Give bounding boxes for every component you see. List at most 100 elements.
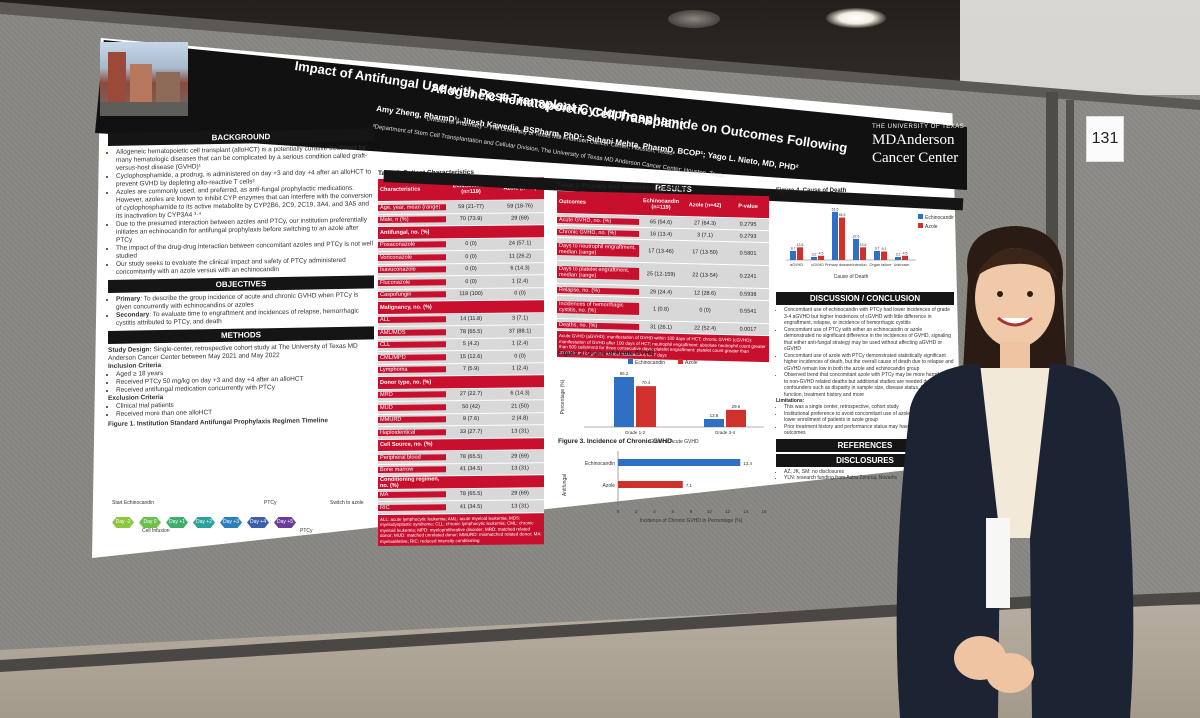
logo-md-anderson: MDAnderson: [872, 132, 955, 148]
table1-cell: 5 (4.2): [462, 341, 480, 348]
table1-cell: RIC: [378, 504, 446, 511]
fig4-bar: [881, 251, 887, 260]
fig4-bar: [839, 217, 845, 260]
fig3-bar: [618, 481, 683, 488]
table1-cell: Caspofungin: [378, 291, 446, 299]
fig4-bar: [818, 255, 824, 260]
table1-cell: 33 (27.7): [459, 428, 483, 435]
table1-cell: CLL: [378, 341, 446, 349]
table1-cell: 15 (12.6): [459, 353, 483, 360]
table1-cell: [446, 482, 496, 483]
table1-cell: 29 (69): [511, 453, 529, 460]
table2-cell: 0.5541: [739, 308, 757, 315]
discussion-section: DISCUSSION / CONCLUSION Concomitant use …: [776, 290, 954, 530]
discussion-list: Concomitant use of echinocandin with PTC…: [776, 307, 954, 398]
fig3-tick-label: 0: [617, 509, 620, 514]
fig3-tick-label: 16: [761, 509, 767, 514]
table1-cell: 13 (31): [511, 465, 529, 472]
limitations-heading: Limitations:: [776, 398, 805, 404]
timeline-ptcy-label-bottom: PTCy: [300, 528, 313, 534]
logo-cancer-center: Cancer Center: [872, 150, 959, 166]
table1-cell: 0 (0): [514, 290, 526, 297]
table1-cell: 27 (22.7): [459, 391, 483, 398]
fig4-data-label: 13.6: [797, 243, 804, 247]
study-design-label: Study Design:: [108, 346, 152, 354]
fig2-bar: [614, 377, 634, 427]
fig2-tick-label: Grade 3-4: [715, 430, 736, 435]
figure3: Figure 3. Incidence of Chronic GVHD Anti…: [558, 438, 772, 530]
fig2-legend-label: Echinocandin: [635, 360, 665, 366]
objective-secondary-label: Secondary: [116, 311, 150, 319]
table1-cell: Conditioning regimen, no. (%): [380, 476, 440, 489]
objective-primary-label: Primary: [116, 295, 141, 303]
fig4-data-label: 9.7: [791, 246, 796, 250]
table1-header-cell: Characteristics: [380, 186, 421, 193]
fig3-tick-label: 10: [707, 509, 713, 514]
timeline-day-1: Day 0: [139, 517, 161, 528]
table1-cell: MRD: [378, 391, 446, 399]
timeline-days: Day -1 Day 0 Day +1 Day +2 Day +3 Day +4 Day +…: [112, 510, 372, 528]
fig3-tick-label: 8: [690, 509, 693, 514]
building-icon: [100, 52, 188, 116]
table1-cell: 13 (31): [511, 503, 529, 510]
figure4: Figure 4. Cause of Death Echinocandin Azo…: [776, 188, 955, 288]
timeline-bottom-labels: Cell Infusion PTCy: [112, 528, 372, 538]
fig4-data-label: 45.5: [839, 213, 846, 217]
table1-cell: 78 (65.5): [459, 491, 483, 498]
building-photo: [100, 42, 188, 116]
table1-cell: [496, 306, 544, 307]
limitation-item: Prior treatment history and performance …: [784, 424, 954, 437]
figure2-chart: Percentage (%) Grade of Acute GVHD Echinoc…: [560, 359, 764, 445]
table1-cell: Bone marrow: [378, 466, 446, 474]
fig4-bar: [811, 257, 817, 260]
figure1-timeline: Start Echinocandin PTCy Switch to azole …: [112, 500, 372, 542]
table1-cell: 1 (2.4): [511, 340, 529, 347]
table1-cell: [446, 382, 496, 383]
table1-cell: 0 (0): [465, 266, 477, 273]
table1-cell: MA: [378, 491, 446, 499]
table2-cell: 22 (52.4): [693, 324, 716, 332]
table2-cell: 65 (54.6): [649, 218, 672, 226]
table1-cell: 9 (7.6): [462, 416, 480, 423]
table2-cell: 0.2795: [739, 220, 757, 228]
table1-cell: 1 (2.4): [511, 365, 529, 372]
fig2-data-label: 29.6: [732, 404, 741, 409]
fig2-data-label: 13.8: [710, 413, 719, 418]
left-column: BACKGROUND Allogeneic hematopoietic cell…: [108, 125, 374, 550]
limitation-item: Institutional preference to avoid concom…: [784, 411, 954, 424]
table1-cell: 2 (4.8): [511, 415, 529, 422]
fig4-data-label: 51.6: [832, 207, 839, 211]
table1-cell: [496, 381, 544, 382]
table1-cell: Posaconazole: [378, 241, 446, 249]
table1-cell: Malignancy, no. (%): [380, 304, 432, 311]
fig3-tick-label: 2: [635, 509, 638, 514]
figure2-caption: Figure 2. Grade of Acute GVHD: [558, 350, 654, 357]
fig2-x-label: Grade of Acute GVHD: [649, 439, 699, 445]
fig2-bar: [726, 409, 746, 427]
table1-cell: Age, year, mean (range): [378, 204, 446, 211]
table1-cell: 59 (18-76): [507, 203, 533, 210]
fig3-y-label: Antifungal: [562, 474, 568, 496]
fig4-data-label: 22.6: [853, 234, 860, 238]
timeline-start-label: Start Echinocandin: [112, 500, 154, 506]
fig4-legend-label: Azole: [925, 224, 938, 230]
table1-cell: 6 (14.3): [510, 390, 530, 397]
table1-cell: 3 (7.1): [511, 315, 529, 322]
table1-cell: [496, 231, 544, 232]
table2-header-cell: Outcomes: [559, 199, 586, 206]
fig2-bar: [636, 386, 656, 427]
discussion-item: Concomitant use of echinocandin with PTC…: [784, 307, 954, 327]
ceiling-fixture: [668, 10, 720, 28]
objective-secondary: Secondary: To evaluate time to engraftme…: [116, 307, 374, 328]
fig2-legend-label: Azole: [685, 360, 698, 366]
limitations-list: This was a single center, retrospective,…: [776, 404, 954, 437]
fig3-tick-label: 6: [671, 509, 674, 514]
table2-header-cell: Azole (n=42): [688, 202, 722, 210]
fig3-data-label: 13.4: [743, 461, 752, 466]
table1-cell: 14 (11.8): [460, 316, 482, 323]
table1-cell: ALL: [378, 316, 446, 324]
table2-body: Acute GVHD, no. (%) 65 (54.6) 27 (64.3) 0.2…: [557, 214, 769, 337]
table2-header-cell: Echinocandin (n=119): [642, 198, 680, 211]
fig4-bar: [860, 247, 866, 260]
